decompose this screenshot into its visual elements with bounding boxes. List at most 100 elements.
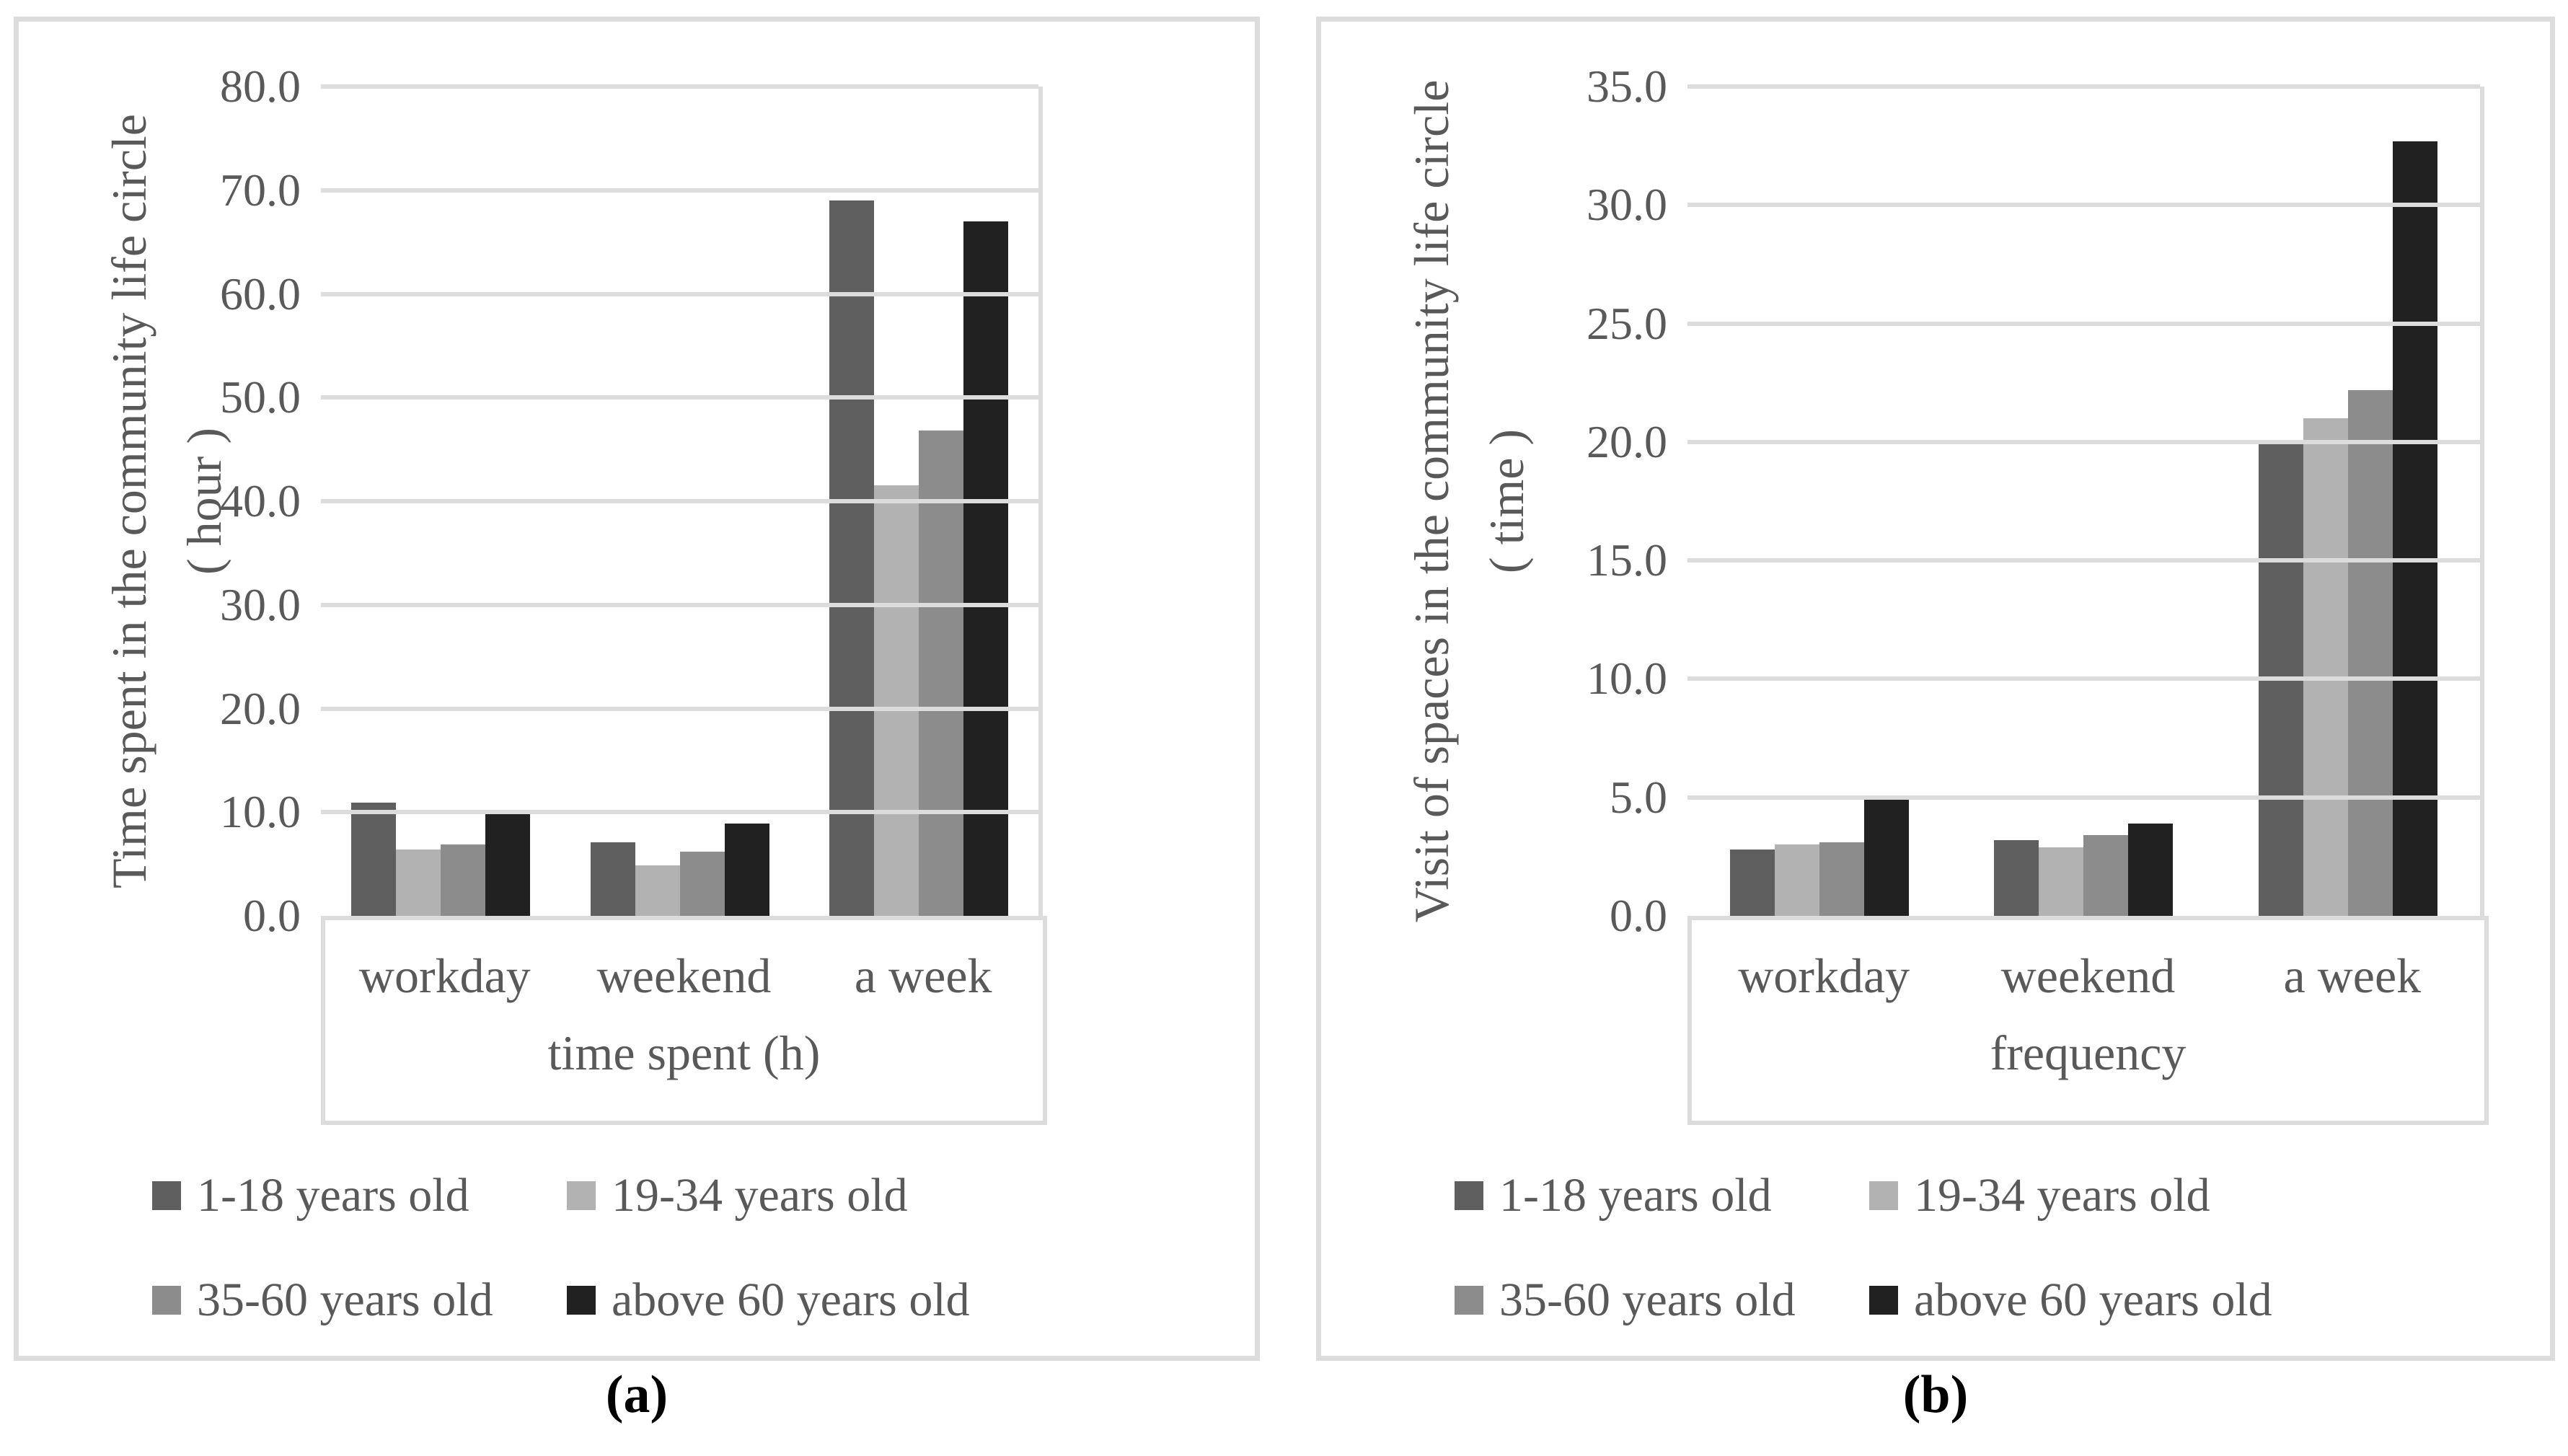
bar-group-a-week — [2216, 87, 2480, 916]
y-axis-ticks: 80.0 70.0 60.0 50.0 40.0 30.0 20.0 10.0 0.0 — [19, 61, 301, 941]
legend-swatch-icon — [1455, 1181, 1483, 1210]
y-tick-label: 10.0 — [220, 786, 301, 838]
gridline — [1687, 795, 2480, 800]
legend-swatch-icon — [567, 1285, 596, 1315]
y-tick-label: 5.0 — [1610, 771, 1667, 823]
legend-label: 19-34 years old — [612, 1168, 908, 1222]
bar-groups — [321, 87, 1038, 916]
legend-label: 19-34 years old — [1914, 1168, 2210, 1222]
legend-swatch-icon — [1455, 1285, 1483, 1315]
bar-1-18-years-old-workday — [1730, 850, 1775, 916]
y-tick-label: 30.0 — [220, 578, 301, 630]
category-label: workday — [1738, 948, 1910, 1003]
gridline — [321, 187, 1038, 193]
bar-above-60-years-old-a-week — [2392, 141, 2437, 916]
bar-35-60-years-old-weekend — [679, 851, 725, 916]
category-labels: workday weekend a week — [325, 920, 1043, 1005]
y-axis-ticks: 35.0 30.0 25.0 20.0 15.0 10.0 5.0 0.0 — [1321, 61, 1667, 941]
bar-1-18-years-old-a-week — [829, 200, 875, 916]
y-tick-label: 20.0 — [220, 682, 301, 734]
bar-35-60-years-old-workday — [440, 844, 485, 916]
bar-group-weekend — [560, 87, 800, 916]
legend-swatch-icon — [1869, 1181, 1898, 1210]
gridline — [1687, 676, 2480, 681]
legend-swatch-icon — [152, 1181, 181, 1210]
legend-label: 1-18 years old — [1499, 1168, 1772, 1222]
chart-panel-b: Visit of spaces in the community life ci… — [1316, 17, 2555, 1361]
bar-35-60-years-old-a-week — [2347, 389, 2393, 916]
y-tick-label: 25.0 — [1587, 297, 1667, 349]
bar-19-34-years-old-a-week — [874, 485, 919, 916]
legend-label: above 60 years old — [612, 1273, 970, 1326]
category-label: weekend — [596, 948, 772, 1003]
legend-row: 1-18 years old 19-34 years old — [152, 1143, 1118, 1248]
legend-label: 35-60 years old — [1499, 1273, 1796, 1326]
bar-above-60-years-old-weekend — [724, 824, 769, 916]
caption-a: (a) — [605, 1365, 669, 1424]
category-label: weekend — [2000, 948, 2176, 1003]
legend-label: 35-60 years old — [197, 1273, 493, 1326]
gridline — [321, 291, 1038, 296]
y-tick-label: 50.0 — [220, 371, 301, 423]
gridline — [1687, 439, 2480, 444]
x-axis-title: time spent (h) — [547, 1025, 821, 1080]
bar-19-34-years-old-workday — [395, 850, 441, 916]
y-tick-label: 0.0 — [243, 890, 301, 941]
y-tick-label: 60.0 — [220, 268, 301, 319]
gridline — [321, 395, 1038, 400]
y-tick-label: 15.0 — [1587, 534, 1667, 586]
legend-entry: 19-34 years old — [1869, 1168, 2284, 1223]
legend-swatch-icon — [567, 1181, 596, 1210]
bar-above-60-years-old-workday — [1864, 800, 1910, 916]
legend-swatch-icon — [1869, 1285, 1898, 1315]
y-tick-label: 70.0 — [220, 164, 301, 216]
legend-entry: 19-34 years old — [567, 1168, 981, 1223]
legend-entry: 35-60 years old — [152, 1273, 567, 1328]
plot-area — [1687, 84, 2484, 916]
gridline — [321, 706, 1038, 711]
gridline — [1687, 84, 2480, 89]
bar-above-60-years-old-a-week — [963, 221, 1009, 916]
bar-group-weekend — [1951, 87, 2215, 916]
bar-1-18-years-old-workday — [350, 803, 396, 916]
gridline — [321, 810, 1038, 815]
y-tick-label: 10.0 — [1587, 653, 1667, 705]
y-tick-label: 80.0 — [220, 61, 301, 112]
category-label: workday — [358, 948, 531, 1003]
bar-above-60-years-old-workday — [485, 814, 530, 916]
gridline — [321, 602, 1038, 607]
legend-entry: 1-18 years old — [1455, 1168, 1869, 1223]
legend-row: 35-60 years old above 60 years old — [1455, 1248, 2421, 1352]
x-axis-box: workday weekend a week frequency — [1687, 916, 2489, 1125]
y-tick-label: 40.0 — [220, 475, 301, 526]
y-tick-label: 35.0 — [1587, 61, 1667, 112]
bar-above-60-years-old-weekend — [2128, 823, 2174, 916]
legend-entry: 35-60 years old — [1455, 1273, 1869, 1328]
legend-swatch-icon — [152, 1285, 181, 1315]
gridline — [1687, 321, 2480, 326]
bar-19-34-years-old-weekend — [635, 865, 680, 916]
plot-area — [321, 84, 1043, 916]
legend: 1-18 years old 19-34 years old 35-60 yea… — [1455, 1143, 2421, 1352]
category-label: a week — [854, 948, 992, 1003]
bar-35-60-years-old-a-week — [919, 431, 964, 916]
bar-groups — [1687, 87, 2480, 916]
bar-35-60-years-old-weekend — [2083, 835, 2129, 916]
y-tick-label: 30.0 — [1587, 179, 1667, 231]
gridline — [321, 499, 1038, 503]
x-axis-title: frequency — [1990, 1025, 2187, 1080]
gridline — [321, 84, 1038, 89]
caption-b: (b) — [1902, 1365, 1969, 1424]
bar-1-18-years-old-weekend — [590, 842, 635, 916]
legend-label: above 60 years old — [1914, 1273, 2272, 1326]
legend-entry: 1-18 years old — [152, 1168, 567, 1223]
gridline — [1687, 558, 2480, 563]
bar-19-34-years-old-a-week — [2303, 418, 2348, 916]
y-tick-label: 0.0 — [1610, 890, 1667, 941]
legend: 1-18 years old 19-34 years old 35-60 yea… — [152, 1143, 1118, 1352]
legend-entry: above 60 years old — [1869, 1273, 2284, 1328]
bar-group-workday — [1687, 87, 1951, 916]
bar-19-34-years-old-weekend — [2039, 847, 2084, 916]
bar-1-18-years-old-weekend — [1994, 839, 2039, 916]
